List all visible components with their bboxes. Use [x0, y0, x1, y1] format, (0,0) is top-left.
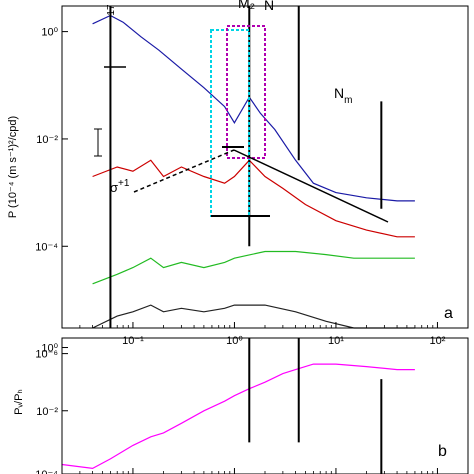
- x-tick-label-1: 10⁻¹: [122, 335, 144, 347]
- error-bar-left: [94, 128, 102, 157]
- panel-b-plot-area: 10⁻⁴ 10⁻² 10⁰: [35, 338, 438, 474]
- panel-b: 10⁻⁴ 10⁻² 10⁰ b Pᵥ/Pₕ: [13, 337, 469, 474]
- x-tick-label-4: 10²: [429, 335, 445, 347]
- y-tick-label-3: 10⁻²: [36, 134, 58, 146]
- series-line-1: [92, 14, 415, 202]
- error-bar-m2: [211, 146, 270, 217]
- annotation-nm: Nm: [334, 85, 352, 106]
- panel-a-label: a: [444, 305, 453, 322]
- y-tick-label-3: 10⁰: [41, 343, 58, 355]
- panel-a-frame: [61, 5, 469, 329]
- y-tick-label-2: 10⁻²: [36, 406, 58, 418]
- panel-a-ylabel: P (10⁻⁴ (m s⁻¹)²/cpd): [7, 116, 19, 218]
- panel-b-label: b: [438, 443, 447, 460]
- x-tick-label-2: 10⁰: [226, 335, 243, 347]
- series-line-1: [61, 363, 415, 470]
- annotation-17: 17: [106, 4, 117, 16]
- x-tick-label-3: 10¹: [328, 335, 344, 347]
- annotation-sigma: σ+1: [110, 178, 130, 195]
- y-tick-label-1: 10⁻⁴: [35, 469, 58, 474]
- series-line-4: [92, 304, 415, 329]
- y-tick-label-4: 10⁰: [41, 27, 58, 39]
- panel-b-ylabel: Pᵥ/Pₕ: [13, 389, 25, 415]
- slope-line-negative: [233, 149, 389, 223]
- panel-b-frame: [61, 337, 469, 474]
- annotation-m2: M₂: [238, 0, 255, 11]
- series-line-3: [92, 250, 415, 285]
- series-line-2: [92, 159, 415, 238]
- annotation-n: N: [264, 0, 274, 13]
- y-tick-label-2: 10⁻⁴: [35, 241, 58, 253]
- y-tick-label-1: 10⁻⁶: [35, 349, 58, 361]
